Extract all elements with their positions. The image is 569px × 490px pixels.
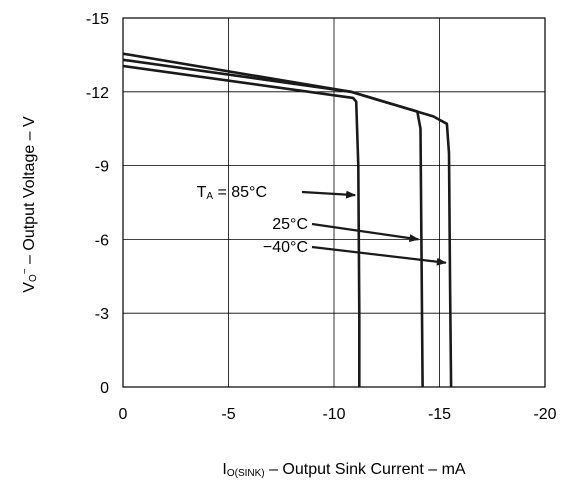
y-axis-title: VO− – Output Voltage – V (20, 116, 39, 293)
series-annotation-arrow (311, 245, 447, 266)
y-axis-title-subscript: O (28, 274, 39, 282)
series-layer (122, 52, 453, 388)
y-tick-label: 0 (100, 380, 109, 397)
x-tick-label: -5 (221, 406, 235, 423)
plot-frame (122, 17, 546, 388)
x-tick-label: -10 (322, 406, 345, 423)
series-line (122, 52, 453, 388)
y-axis-title-rest: – Output Voltage – V (21, 116, 38, 268)
y-tick-label: -12 (86, 85, 109, 102)
y-tick-labels: 0 -3 -6 -9 -12 -15 (86, 11, 109, 397)
series-line (122, 64, 361, 387)
x-tick-labels: 0 -5 -10 -15 -20 (119, 406, 557, 423)
y-tick-label: -3 (95, 306, 109, 323)
x-tick-label: 0 (119, 406, 128, 423)
x-axis-title: IO(SINK) – Output Sink Current – mA (222, 461, 466, 479)
x-tick-label: -15 (428, 406, 451, 423)
x-tick-label: -20 (533, 406, 556, 423)
series-annotation-arrow (311, 222, 420, 243)
y-tick-label: -6 (95, 232, 109, 249)
y-axis-title-prefix: V (21, 282, 38, 293)
y-axis-title-superscript: − (20, 268, 31, 274)
series-annotation-label: 25°C (272, 216, 308, 233)
series-annotation-label: TA = 85°C (197, 184, 267, 202)
gridlines (122, 17, 546, 388)
series-annotation-label: −40°C (263, 239, 308, 256)
y-tick-label: -15 (86, 11, 109, 28)
x-axis-title-subscript: O(SINK) (227, 468, 265, 479)
series-annotation-arrow (301, 190, 357, 199)
x-axis-title-prefix: I (222, 461, 226, 478)
annotation-layer: TA = 85°C 25°C −40°C (197, 184, 447, 266)
x-axis-title-rest: – Output Sink Current – mA (265, 461, 466, 478)
y-tick-label: -9 (95, 159, 109, 176)
